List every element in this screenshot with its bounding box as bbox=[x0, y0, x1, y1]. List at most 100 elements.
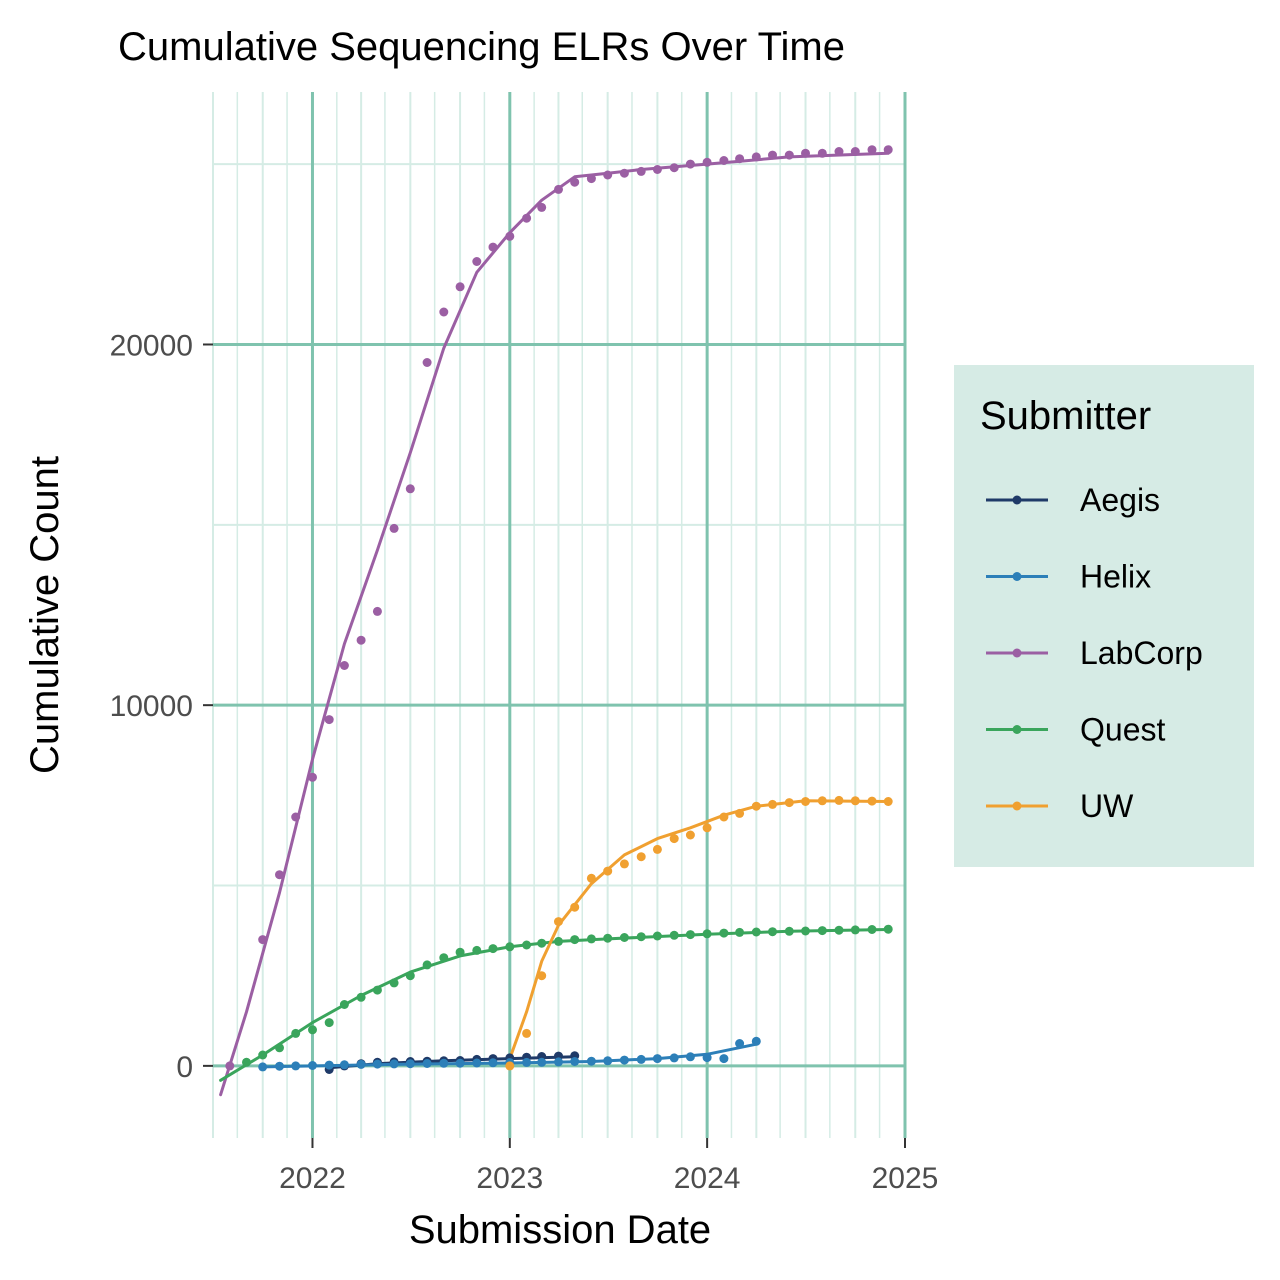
data-point-quest bbox=[834, 925, 844, 935]
legend-label: LabCorp bbox=[1080, 635, 1203, 671]
data-point-uw bbox=[801, 797, 810, 806]
data-point-helix bbox=[522, 1057, 532, 1067]
legend-item-helix: Helix bbox=[986, 559, 1151, 595]
data-point-helix bbox=[472, 1058, 482, 1068]
data-point-labcorp bbox=[372, 606, 382, 616]
data-point-quest bbox=[291, 1028, 301, 1038]
data-point-labcorp bbox=[339, 661, 349, 670]
data-point-labcorp bbox=[225, 1061, 235, 1071]
data-point-helix bbox=[537, 1057, 547, 1067]
axis-ticks: 0 10000 20000 2022 2023 2024 2025 bbox=[110, 329, 939, 1195]
legend-item-quest: Quest bbox=[986, 712, 1165, 748]
data-point-helix bbox=[405, 1059, 415, 1069]
data-point-labcorp bbox=[669, 163, 679, 173]
data-point-uw bbox=[850, 796, 860, 806]
data-point-labcorp bbox=[275, 870, 284, 880]
legend-item-labcorp: LabCorp bbox=[986, 635, 1203, 671]
data-point-uw bbox=[652, 844, 662, 854]
x-axis-title: Submission Date bbox=[409, 1208, 711, 1252]
fit-lines bbox=[219, 151, 890, 1097]
data-point-quest bbox=[258, 1050, 268, 1060]
legend-key-point bbox=[1012, 572, 1022, 581]
data-point-helix bbox=[308, 1061, 317, 1070]
data-point-labcorp bbox=[751, 152, 761, 162]
data-point-quest bbox=[570, 935, 580, 945]
data-point-uw bbox=[784, 798, 794, 808]
grid bbox=[212, 92, 907, 1138]
data-point-helix bbox=[751, 1036, 761, 1046]
data-point-uw bbox=[554, 917, 563, 927]
data-point-quest bbox=[422, 960, 432, 970]
data-point-quest bbox=[883, 924, 893, 934]
data-point-helix bbox=[324, 1060, 334, 1070]
data-point-labcorp bbox=[570, 177, 580, 187]
data-point-labcorp bbox=[472, 257, 482, 266]
data-point-quest bbox=[586, 934, 596, 944]
data-point-labcorp bbox=[389, 523, 399, 533]
data-point-uw bbox=[619, 859, 629, 869]
data-point-labcorp bbox=[356, 635, 366, 645]
legend-label: Quest bbox=[1080, 712, 1165, 748]
data-point-helix bbox=[291, 1061, 301, 1071]
data-point-quest bbox=[751, 927, 761, 937]
data-point-labcorp bbox=[488, 242, 498, 252]
data-point-quest bbox=[652, 931, 662, 941]
data-point-labcorp bbox=[554, 184, 563, 194]
data-points bbox=[225, 145, 893, 1074]
data-point-quest bbox=[636, 932, 646, 942]
legend-item-uw: UW bbox=[986, 788, 1134, 824]
data-point-labcorp bbox=[850, 147, 860, 156]
data-point-quest bbox=[702, 929, 712, 939]
data-point-uw bbox=[505, 1061, 515, 1071]
data-point-uw bbox=[768, 799, 777, 809]
data-point-helix bbox=[685, 1052, 695, 1062]
series-line-labcorp bbox=[219, 151, 890, 1097]
legend-key-point bbox=[1012, 648, 1022, 658]
data-point-quest bbox=[339, 1000, 349, 1009]
data-point-uw bbox=[817, 796, 827, 806]
data-point-labcorp bbox=[883, 145, 893, 155]
y-tick-label: 20000 bbox=[110, 329, 193, 362]
legend-item-aegis: Aegis bbox=[986, 482, 1160, 518]
data-point-quest bbox=[784, 926, 794, 936]
data-point-quest bbox=[522, 940, 532, 950]
data-point-quest bbox=[389, 978, 399, 988]
data-point-quest bbox=[405, 971, 415, 981]
data-point-labcorp bbox=[636, 166, 646, 176]
data-point-helix bbox=[636, 1054, 646, 1064]
data-point-labcorp bbox=[768, 150, 777, 160]
series-line-uw bbox=[508, 799, 890, 1061]
data-point-labcorp bbox=[834, 147, 844, 156]
legend-label: UW bbox=[1080, 788, 1134, 824]
data-point-labcorp bbox=[719, 156, 729, 165]
data-point-helix bbox=[719, 1054, 729, 1064]
data-point-uw bbox=[834, 795, 844, 805]
y-axis-title: Cumulative Count bbox=[23, 456, 67, 774]
data-point-quest bbox=[867, 925, 877, 934]
data-point-labcorp bbox=[784, 150, 794, 160]
data-point-uw bbox=[603, 866, 613, 876]
data-point-helix bbox=[372, 1059, 382, 1069]
data-point-quest bbox=[537, 938, 547, 948]
data-point-quest bbox=[619, 933, 629, 942]
data-point-helix bbox=[455, 1058, 465, 1068]
data-point-helix bbox=[275, 1061, 284, 1071]
data-point-quest bbox=[505, 942, 515, 952]
data-point-labcorp bbox=[685, 159, 695, 169]
legend-key-point bbox=[1012, 725, 1022, 734]
data-point-helix bbox=[586, 1056, 596, 1066]
data-point-quest bbox=[719, 928, 729, 938]
legend-label: Aegis bbox=[1080, 482, 1160, 518]
data-point-uw bbox=[685, 830, 695, 840]
data-point-labcorp bbox=[308, 772, 317, 782]
data-point-helix bbox=[356, 1059, 366, 1069]
x-tick-label: 2024 bbox=[674, 1162, 741, 1195]
data-point-labcorp bbox=[258, 935, 268, 945]
data-point-quest bbox=[308, 1025, 317, 1035]
data-point-quest bbox=[455, 947, 465, 957]
y-tick-label: 10000 bbox=[110, 690, 193, 723]
data-point-helix bbox=[339, 1060, 349, 1070]
data-point-quest bbox=[554, 936, 563, 946]
